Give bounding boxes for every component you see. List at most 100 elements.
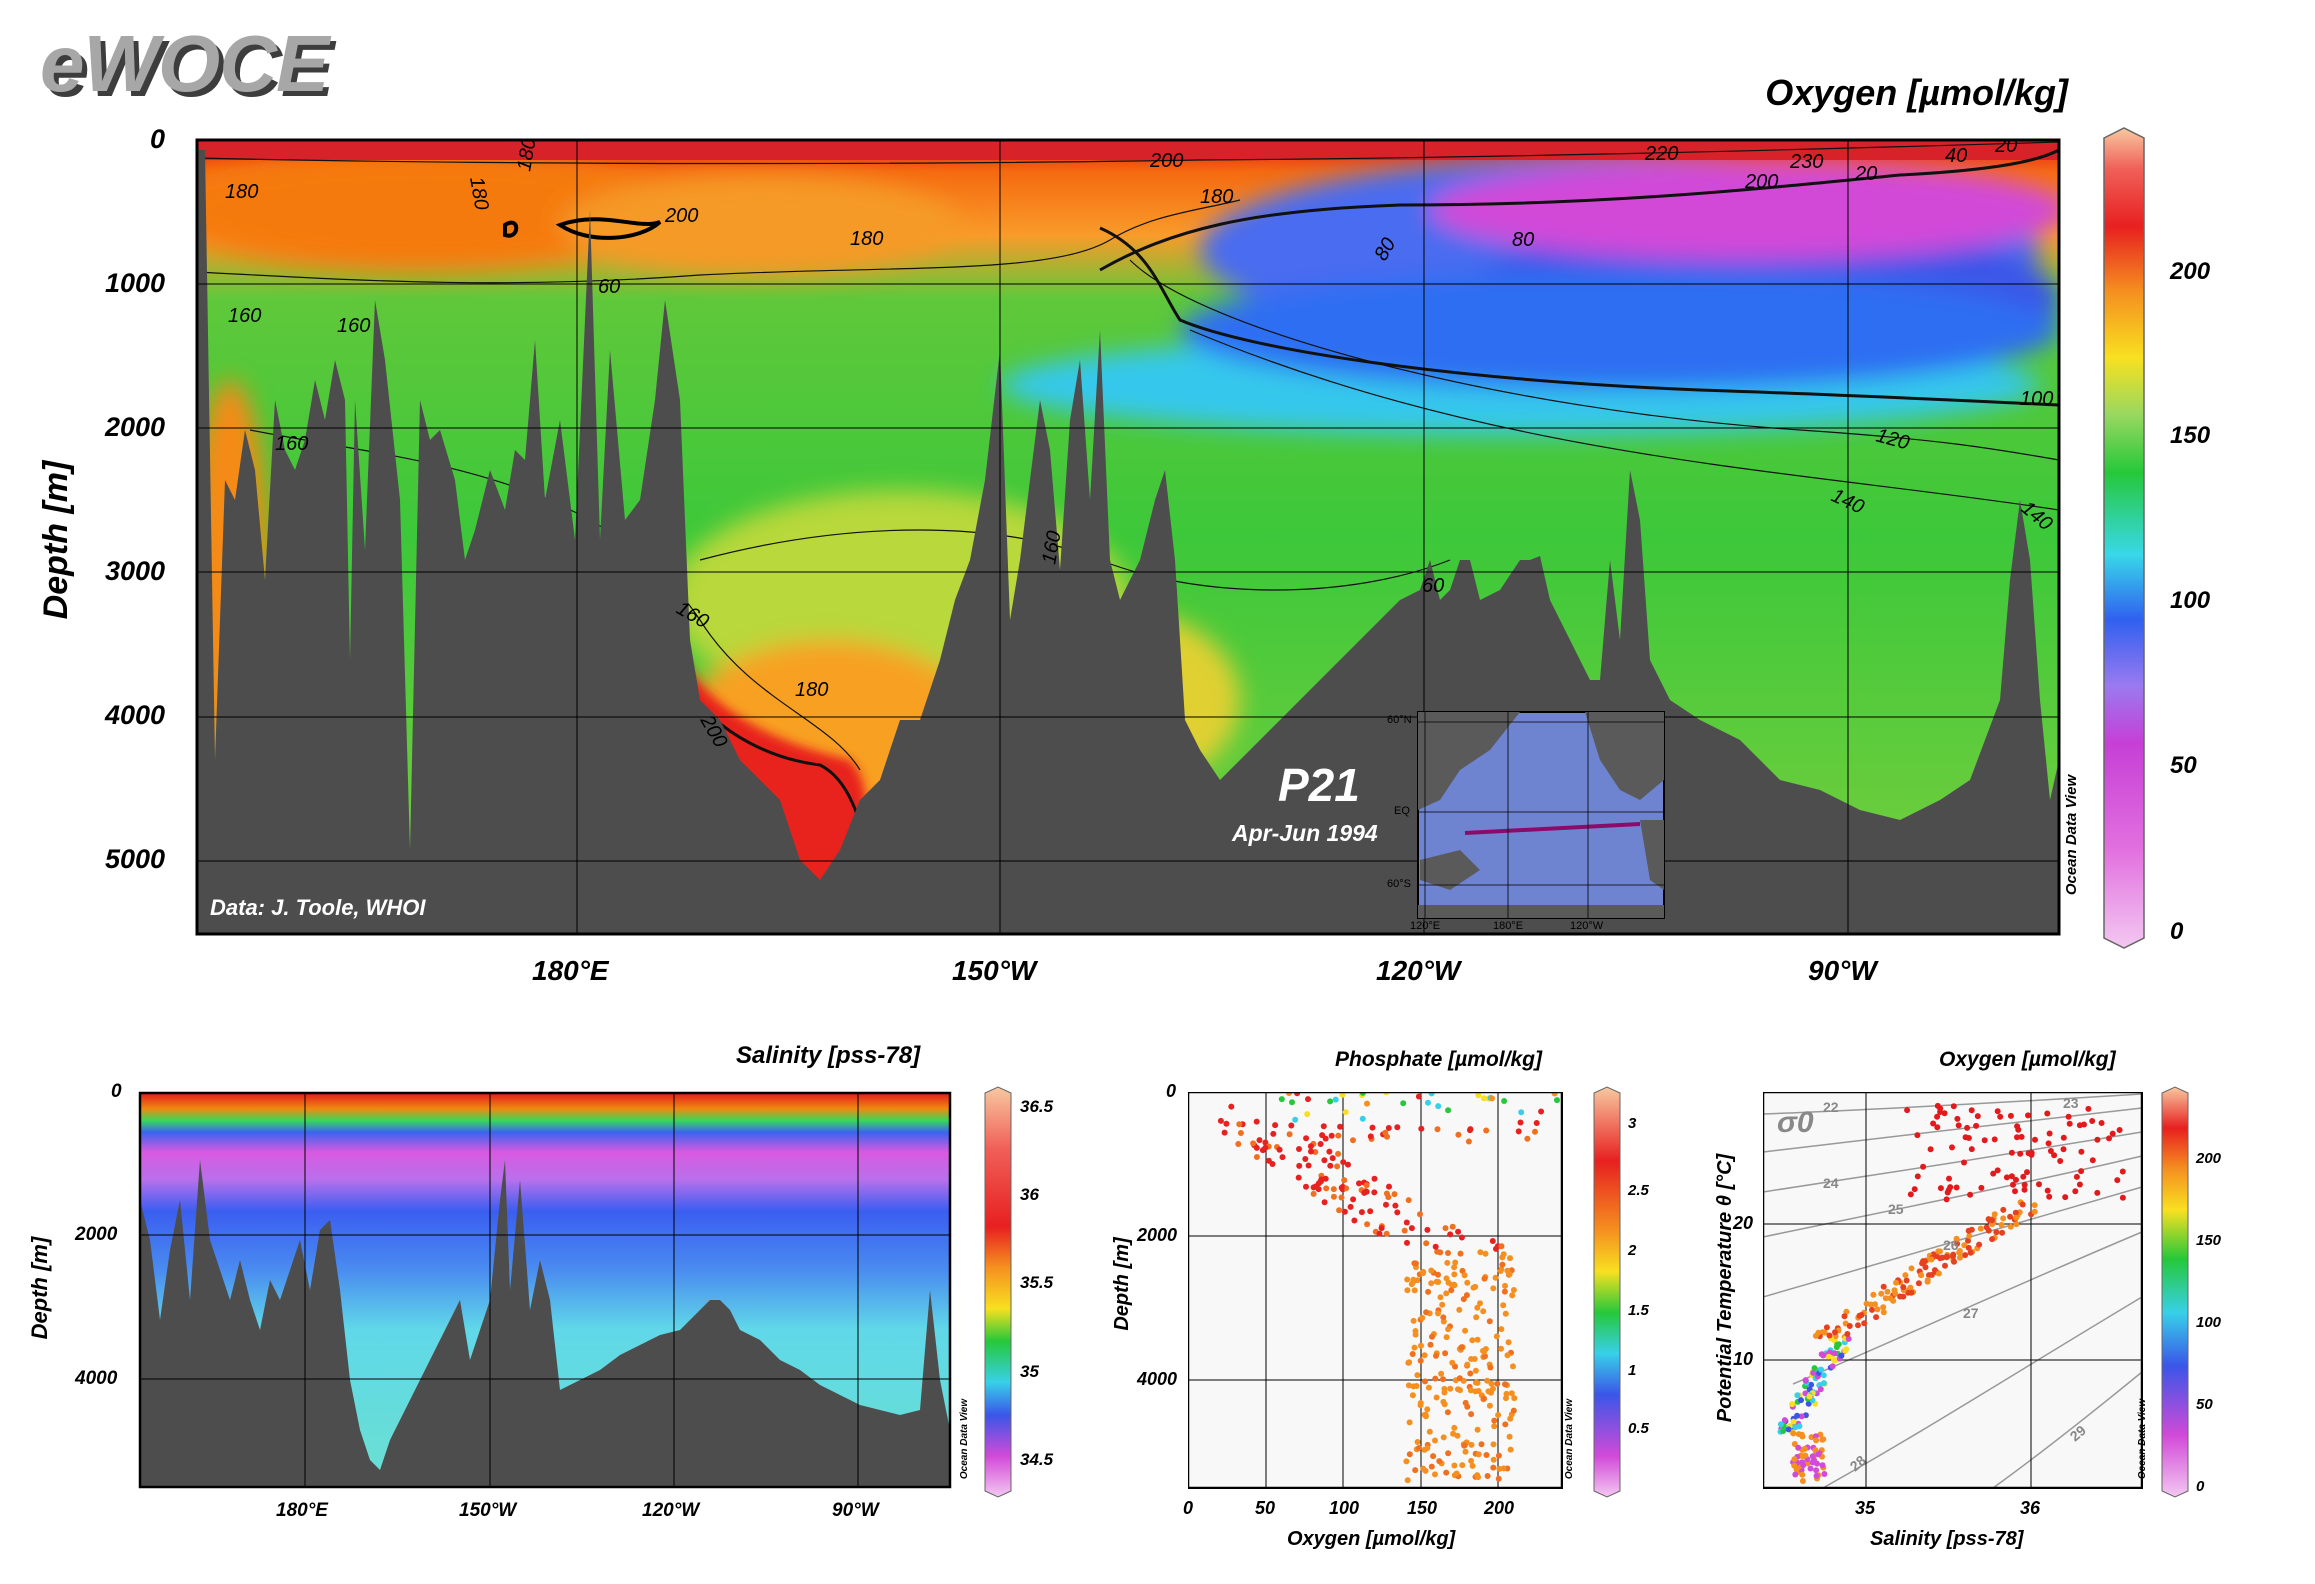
phosphate-point: [1449, 1359, 1456, 1366]
phosphate-point: [1474, 1304, 1481, 1311]
phosphate-point: [1289, 1099, 1295, 1106]
salinity-title: Salinity [pss-78]: [736, 1042, 921, 1069]
ts-xtick: 36: [2020, 1498, 2041, 1518]
ts-point: [1833, 1344, 1840, 1351]
phosphate-point: [1276, 1146, 1283, 1153]
phosphate-point: [1500, 1302, 1507, 1309]
ts-point: [1965, 1227, 1972, 1234]
phosphate-point: [1405, 1382, 1412, 1389]
phosphate-point: [1478, 1441, 1485, 1448]
phosphate-ytick: 4000: [1137, 1369, 1178, 1389]
ts-point: [2057, 1158, 2064, 1164]
ts-point: [1967, 1249, 1974, 1256]
phosphate-scatter-plot: [1188, 1092, 1563, 1489]
phosphate-point: [1461, 1272, 1468, 1279]
ts-point: [1955, 1122, 1962, 1129]
inset-cruise-track: [1464, 822, 1641, 835]
ts-point: [1817, 1386, 1824, 1393]
phosphate-point: [1385, 1125, 1392, 1131]
ts-point: [1870, 1291, 1877, 1298]
ts-point: [1811, 1365, 1818, 1372]
ts-point: [2078, 1168, 2085, 1175]
phosphate-ytick: 2000: [1137, 1225, 1178, 1245]
isopycnal-label: 25: [1888, 1201, 1904, 1217]
contour-label: 180: [225, 181, 258, 203]
phosphate-point: [1435, 1310, 1441, 1317]
ts-point: [1922, 1264, 1929, 1271]
contour-label: 180: [795, 679, 828, 701]
phosphate-point: [1524, 1135, 1531, 1142]
phosphate-xtick: 100: [1329, 1498, 1360, 1518]
phosphate-point: [1363, 1182, 1370, 1189]
phosphate-point: [1462, 1399, 1469, 1406]
ewoce-logo: eWOCE: [40, 19, 329, 108]
phosphate-point: [1278, 1096, 1285, 1103]
phosphate-point: [1303, 1135, 1310, 1142]
ts-point: [1921, 1258, 1928, 1265]
phosphate-point: [1383, 1201, 1389, 1208]
ts-point: [1801, 1445, 1808, 1452]
ts-ytick: 10: [1733, 1349, 1754, 1369]
phosphate-point: [1456, 1375, 1463, 1382]
phosphate-point: [1443, 1334, 1450, 1341]
ts-point: [1789, 1401, 1796, 1408]
salinity-colorbar-tick: 36.5: [1020, 1097, 1054, 1116]
ts-point: [2062, 1194, 2069, 1201]
phosphate-point: [1451, 1282, 1458, 1289]
phosphate-point: [1221, 1129, 1228, 1136]
ts-point: [1961, 1159, 1967, 1166]
ts-point: [1900, 1284, 1907, 1291]
phosphate-point: [1443, 1290, 1450, 1297]
phosphate-point: [1435, 1271, 1441, 1278]
ts-point: [2078, 1148, 2085, 1155]
phosphate-point: [1467, 1387, 1474, 1394]
phosphate-point: [1305, 1096, 1311, 1103]
phosphate-point: [1421, 1352, 1428, 1359]
phosphate-point: [1474, 1336, 1481, 1343]
ts-point: [1967, 1191, 1974, 1198]
phosphate-point: [1506, 1433, 1513, 1440]
phosphate-point: [1320, 1123, 1327, 1130]
phosphate-point: [1481, 1275, 1488, 1282]
ts-point: [1813, 1437, 1820, 1444]
phosphate-point: [1228, 1103, 1235, 1110]
ts-point: [1908, 1289, 1915, 1296]
ts-point: [1820, 1372, 1827, 1379]
data-credit: Data: J. Toole, WHOI: [210, 895, 426, 920]
ts-point: [1813, 1467, 1820, 1474]
ts-point: [2044, 1187, 2051, 1194]
phosphate-point: [1517, 1119, 1524, 1126]
ts-point: [2024, 1169, 2030, 1176]
ts-point: [2031, 1202, 2038, 1209]
phosphate-point: [1467, 1127, 1473, 1134]
phosphate-point: [1394, 1124, 1401, 1131]
main-ytick: 0: [150, 124, 166, 154]
phosphate-colorbar-tick: 1.5: [1628, 1302, 1649, 1319]
phosphate-point: [1445, 1326, 1452, 1333]
phosphate-point: [1328, 1132, 1335, 1139]
ts-point: [1821, 1329, 1828, 1336]
phosphate-points: [1217, 1092, 1560, 1484]
phosphate-point: [1330, 1193, 1337, 1200]
phosphate-point: [1510, 1363, 1516, 1370]
phosphate-point: [1367, 1133, 1374, 1140]
phosphate-colorbar-tick: 0.5: [1628, 1420, 1649, 1437]
phosphate-ytick: 0: [1166, 1081, 1177, 1101]
contour-label: 160: [275, 433, 308, 455]
phosphate-point: [1469, 1337, 1476, 1344]
phosphate-point: [1417, 1357, 1424, 1364]
phosphate-point: [1435, 1279, 1442, 1285]
phosphate-point: [1462, 1327, 1469, 1334]
phosphate-point: [1425, 1288, 1432, 1295]
ts-point: [1820, 1352, 1827, 1359]
main-plot-frame: [195, 138, 2061, 936]
ts-point: [2021, 1181, 2028, 1188]
ts-point: [1935, 1270, 1942, 1277]
phosphate-point: [1376, 1230, 1383, 1237]
phosphate-point: [1364, 1100, 1370, 1107]
section-name: P21: [1278, 759, 1360, 811]
phosphate-point: [1386, 1183, 1392, 1190]
phosphate-point: [1342, 1109, 1349, 1116]
phosphate-point: [1414, 1439, 1421, 1445]
phosphate-y-axis-label: Depth [m]: [1111, 1237, 1133, 1331]
